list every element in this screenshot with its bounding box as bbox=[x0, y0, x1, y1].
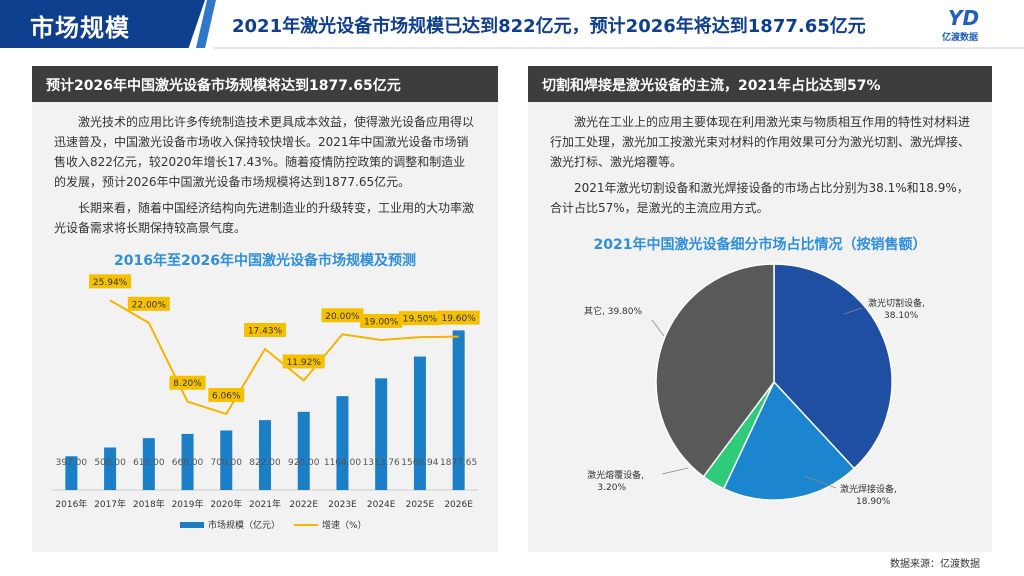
segment-share-chart: 激光切割设备, 38.10% 激光焊接设备, 18.90% 激光熔覆设备, 3.20% 其它… bbox=[584, 263, 925, 507]
bar bbox=[181, 433, 194, 490]
bar-value-label: 660.00 bbox=[172, 458, 204, 468]
pie-chart-title: 2021年中国激光设备细分市场占比情况（按销售额） bbox=[593, 237, 927, 253]
right-paragraph-2: 2021年激光切割设备和激光焊接设备的市场占比分别为38.1%和18.9%，合计… bbox=[550, 181, 969, 215]
bar-value-label: 1569.94 bbox=[401, 458, 438, 468]
data-source: 数据来源：亿渡数据 bbox=[890, 559, 980, 570]
section-tab bbox=[0, 0, 205, 48]
right-panel: 切割和焊接是激光设备的主流，2021年占比达到57% 激光在工业上的应用主要体现… bbox=[528, 66, 992, 552]
bar-value-label: 1313.76 bbox=[363, 458, 400, 468]
growth-label: 11.92% bbox=[287, 358, 322, 368]
market-size-chart: 397.00 2016年 500.00 2017年 610.00 2018年 660.00 2… bbox=[52, 274, 480, 531]
left-panel-heading: 预计2026年中国激光设备市场规模将达到1877.65亿元 bbox=[32, 66, 498, 102]
bar bbox=[142, 438, 155, 490]
bar-chart-title: 2016年至2026年中国激光设备市场规模及预测 bbox=[114, 253, 416, 269]
growth-label-box bbox=[244, 322, 286, 337]
growth-label-box bbox=[169, 375, 206, 390]
x-tick-label: 2025E bbox=[406, 500, 435, 510]
x-tick-label: 2026E bbox=[444, 500, 473, 510]
logo-mark: YD bbox=[948, 6, 980, 30]
growth-label: 20.00% bbox=[325, 312, 360, 322]
bar bbox=[259, 420, 271, 490]
pie-label-name: 激光焊接设备, bbox=[840, 483, 897, 495]
growth-label: 17.43% bbox=[248, 326, 283, 336]
bar bbox=[297, 411, 310, 490]
x-tick-label: 2020年 bbox=[210, 498, 242, 510]
x-tick-label: 2018年 bbox=[133, 498, 165, 510]
growth-label-box bbox=[208, 387, 245, 402]
x-tick-label: 2017年 bbox=[94, 498, 126, 510]
pie-leader-line bbox=[843, 307, 863, 315]
growth-label: 19.60% bbox=[441, 314, 476, 324]
pie-label-value: 38.10% bbox=[884, 311, 919, 321]
growth-label-box bbox=[89, 274, 132, 289]
left-paragraph-1: 激光技术的应用比许多传统制造技术更具成本效益，使得激光设备应用得以迅速普及，中国… bbox=[54, 115, 475, 189]
right-paragraph-1: 激光在工业上的应用主要体现在利用激光束与物质相互作用的特性对材料进行加工处理，激… bbox=[550, 115, 971, 169]
section-title: 市场规模 bbox=[30, 14, 130, 42]
growth-label-box bbox=[321, 308, 364, 323]
bar bbox=[104, 447, 117, 490]
pie-label: 其它, 39.80% bbox=[584, 305, 642, 317]
pie-leader-line bbox=[661, 467, 689, 475]
x-tick-label: 2021年 bbox=[249, 498, 281, 510]
bar-value-label: 822.00 bbox=[249, 458, 281, 468]
pie-slice bbox=[722, 380, 856, 501]
x-tick-label: 2019年 bbox=[172, 498, 204, 510]
bar-value-label: 700.00 bbox=[211, 458, 243, 468]
x-tick-label: 2022E bbox=[289, 500, 318, 510]
growth-label: 25.94% bbox=[93, 278, 128, 288]
growth-label: 6.06% bbox=[212, 391, 241, 401]
growth-label: 22.00% bbox=[132, 300, 167, 310]
pie-label-name: 激光切割设备, bbox=[868, 297, 925, 309]
growth-label: 19.00% bbox=[364, 318, 399, 328]
growth-label-box bbox=[398, 311, 441, 326]
pie-label-value: 18.90% bbox=[856, 497, 891, 507]
pie-label-value: 3.20% bbox=[597, 483, 626, 493]
header-bar: 市场规模 2021年激光设备市场规模已达到822亿元，预计2026年将达到187… bbox=[0, 0, 1024, 49]
bar-value-label: 397.00 bbox=[56, 458, 88, 468]
legend-label-line: 增速（%） bbox=[322, 519, 367, 531]
left-paragraph-2: 长期来看，随着中国经济结构向先进制造业的升级转变，工业用的大功率激光设备需求将长… bbox=[54, 201, 475, 235]
pie-slice bbox=[773, 263, 893, 470]
legend-swatch-bar bbox=[180, 522, 204, 528]
bar-value-label: 500.00 bbox=[94, 458, 126, 468]
bar-value-label: 610.00 bbox=[133, 458, 165, 468]
bar bbox=[336, 396, 349, 490]
bar-value-label: 1104.00 bbox=[324, 458, 361, 468]
growth-label-box bbox=[127, 296, 170, 311]
page-headline: 2021年激光设备市场规模已达到822亿元，预计2026年将达到1877.65亿… bbox=[232, 16, 866, 37]
pie-leader-line bbox=[803, 475, 837, 489]
left-panel: 预计2026年中国激光设备市场规模将达到1877.65亿元 激光技术的应用比许多… bbox=[32, 66, 498, 552]
growth-label: 19.50% bbox=[403, 315, 438, 325]
growth-label-box bbox=[437, 310, 480, 325]
bar-value-label: 920.00 bbox=[288, 458, 320, 468]
pie-label-name: 激光熔覆设备, bbox=[587, 469, 644, 481]
header-divider bbox=[214, 47, 1024, 49]
growth-label-box bbox=[282, 354, 325, 369]
logo-text: 亿渡数据 bbox=[942, 33, 979, 43]
x-tick-label: 2016年 bbox=[55, 498, 87, 510]
bar bbox=[65, 456, 78, 490]
legend-label-bar: 市场规模（亿元） bbox=[208, 519, 280, 531]
pie-slice bbox=[655, 263, 775, 478]
bar bbox=[452, 330, 465, 490]
bar bbox=[220, 430, 233, 490]
right-panel-heading: 切割和焊接是激光设备的主流，2021年占比达到57% bbox=[528, 66, 992, 102]
bar bbox=[413, 356, 426, 490]
pie-leader-line bbox=[651, 319, 665, 337]
x-tick-label: 2023E bbox=[328, 500, 357, 510]
growth-label-box bbox=[360, 314, 403, 328]
x-tick-label: 2024E bbox=[367, 500, 396, 510]
bar-value-label: 1877.65 bbox=[440, 458, 477, 468]
brand-logo: YD 亿渡数据 bbox=[938, 6, 994, 43]
growth-label: 8.20% bbox=[173, 379, 202, 389]
bar bbox=[375, 378, 388, 490]
